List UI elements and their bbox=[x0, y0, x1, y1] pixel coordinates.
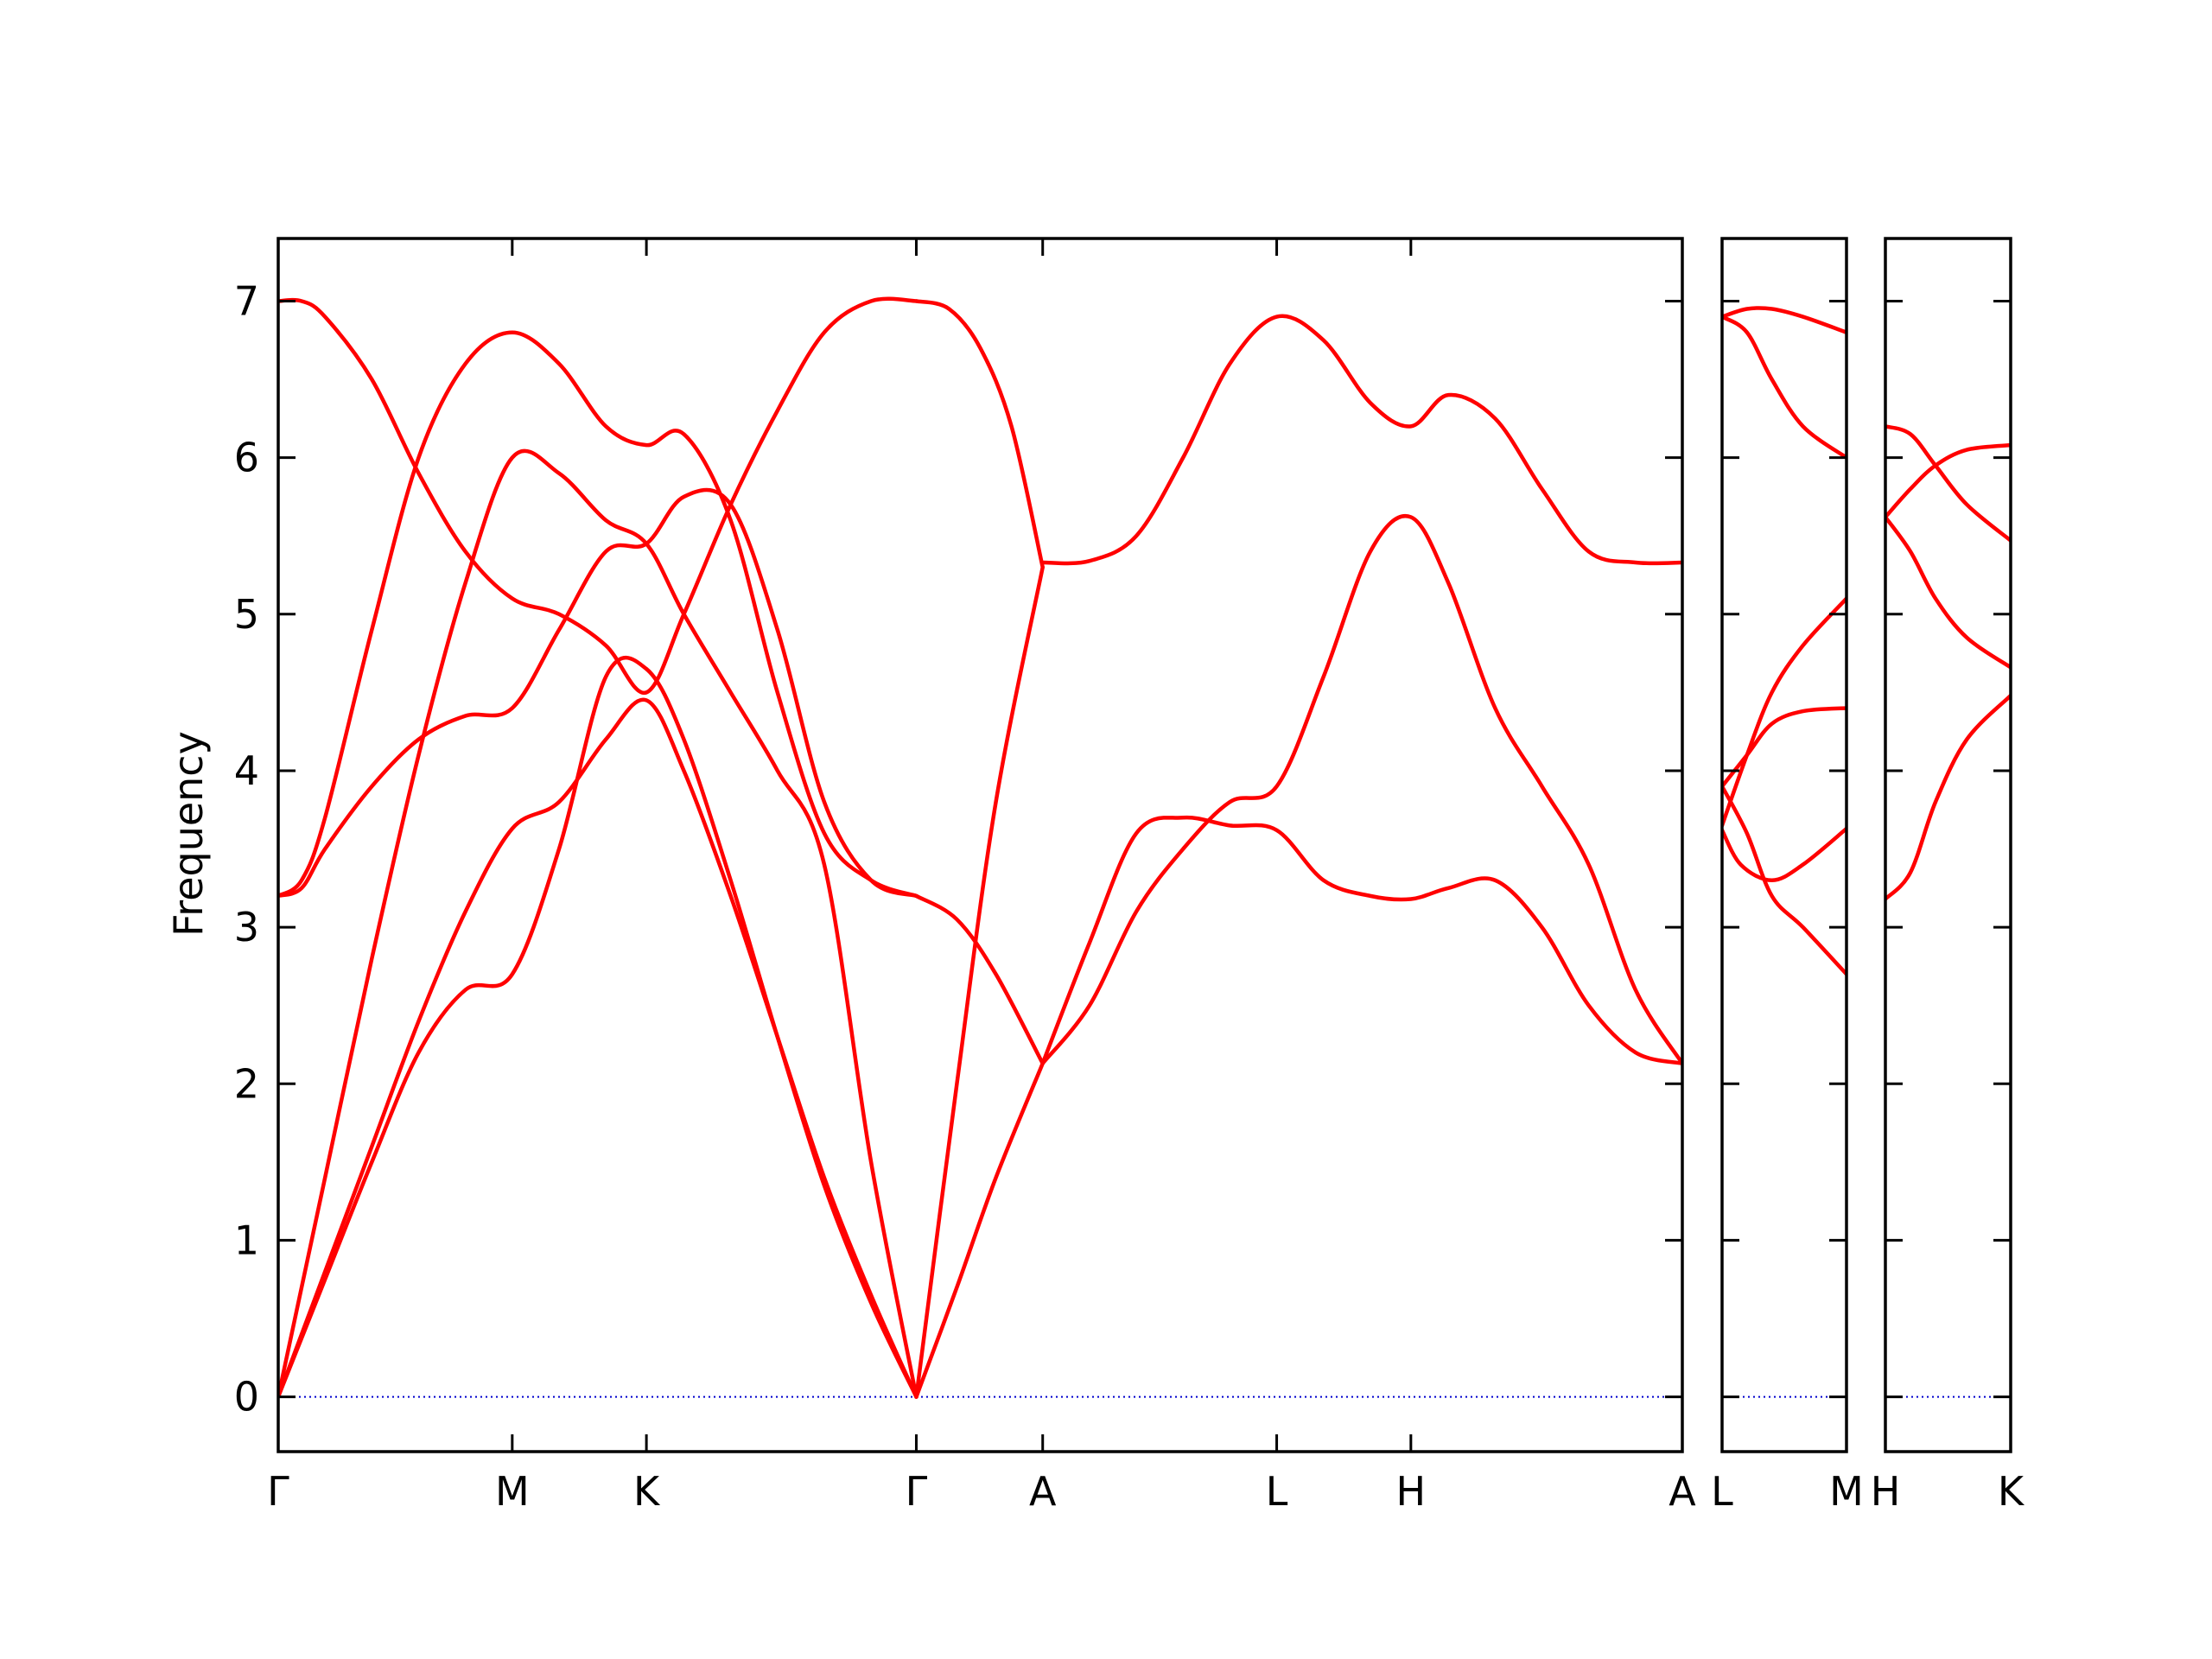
x-tick-label: H bbox=[1871, 1468, 1901, 1515]
panel-frame bbox=[276, 237, 1684, 1453]
band-line-1 bbox=[278, 655, 918, 1399]
band-line-2 bbox=[1722, 784, 1847, 976]
band-line-12 bbox=[1040, 513, 1682, 1065]
x-tick-label: H bbox=[1396, 1468, 1427, 1515]
band-line-5 bbox=[278, 330, 918, 899]
y-tick-label: 4 bbox=[234, 747, 259, 794]
band-line-3 bbox=[1722, 596, 1847, 828]
band-line-4 bbox=[1885, 424, 2011, 543]
x-tick-label: A bbox=[1029, 1468, 1057, 1515]
y-tick-label: 2 bbox=[234, 1060, 259, 1107]
band-line-13 bbox=[1040, 314, 1682, 566]
y-tick-label: 7 bbox=[234, 277, 259, 324]
x-tick-label: M bbox=[1829, 1468, 1864, 1515]
y-tick-label: 6 bbox=[234, 435, 259, 481]
bands-group bbox=[278, 296, 1682, 1399]
x-tick-label: K bbox=[633, 1468, 661, 1515]
band-line-9 bbox=[914, 565, 1045, 1399]
x-tick-label: L bbox=[1266, 1468, 1288, 1515]
x-tick-label: K bbox=[1998, 1468, 2025, 1515]
band-line-10 bbox=[914, 299, 1045, 569]
band-line-7 bbox=[914, 1061, 1045, 1399]
x-tick-label: L bbox=[1711, 1468, 1733, 1515]
band-line-11 bbox=[1040, 815, 1682, 1065]
band-line-1 bbox=[1722, 826, 1847, 883]
band-line-6 bbox=[278, 296, 918, 695]
band-line-6 bbox=[1722, 315, 1847, 460]
panel-1: Γ M K Γ A L H A 0 1 2 3 4 5 6 7 bbox=[234, 237, 1696, 1515]
band-line-2 bbox=[278, 697, 918, 1399]
y-axis-label: Frequency bbox=[165, 731, 212, 937]
band-line-1 bbox=[1885, 693, 2011, 901]
x-tick-label: M bbox=[495, 1468, 530, 1515]
band-line-4 bbox=[1722, 706, 1847, 789]
panel-frame bbox=[1884, 237, 2012, 1453]
band-line-2 bbox=[1885, 515, 2011, 670]
band-line-4 bbox=[278, 487, 918, 899]
x-tick-label: A bbox=[1669, 1468, 1696, 1515]
band-line-5 bbox=[1722, 306, 1847, 334]
x-tick-label: Γ bbox=[906, 1468, 928, 1515]
band-line-3 bbox=[278, 448, 918, 1399]
y-tick-label: 5 bbox=[234, 591, 259, 638]
panel-frame bbox=[1720, 237, 1848, 1453]
bands-group bbox=[1885, 424, 2011, 901]
y-tick-label: 0 bbox=[234, 1374, 259, 1421]
y-tick-label: 1 bbox=[234, 1217, 259, 1263]
x-tick-label: Γ bbox=[267, 1468, 289, 1515]
band-line-8 bbox=[914, 893, 1045, 1065]
y-tick-label: 3 bbox=[234, 904, 259, 950]
bands-group bbox=[1722, 306, 1847, 976]
